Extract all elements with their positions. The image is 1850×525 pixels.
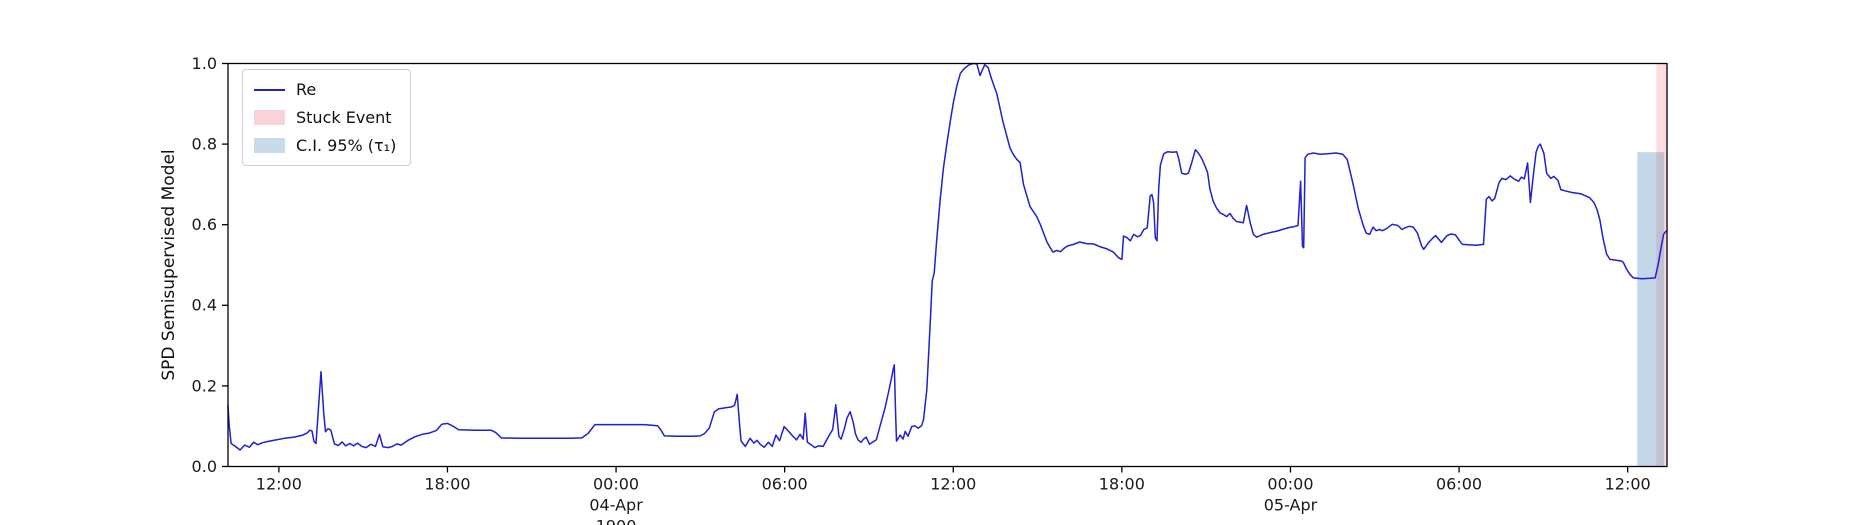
y-tick-label: 0.4 (192, 296, 217, 315)
x-tick-label: 12:00 (256, 475, 302, 494)
legend-box: Re Stuck Event C.I. 95% (τ₁) (242, 69, 412, 166)
x-tick-label: 06:00 (762, 475, 808, 494)
ci-95-band (1637, 152, 1665, 467)
legend-label-re: Re (296, 80, 317, 99)
shaded-bands-group (1637, 63, 1667, 467)
series-line-re (227, 62, 1668, 451)
x-tick-label: 18:00 (424, 475, 470, 494)
stuck-event-band (1656, 63, 1667, 467)
y-tick-label: 0.8 (192, 135, 217, 154)
legend-label-ci: C.I. 95% (τ₁) (296, 136, 397, 155)
x-tick-label: 12:00 (1605, 475, 1651, 494)
y-tick-label: 1.0 (192, 54, 217, 73)
x-tick-label: 12:00 (930, 475, 976, 494)
x-tick-date-label: 05-Apr (1264, 496, 1318, 515)
legend-entry-stuck-event: Stuck Event (254, 107, 396, 128)
axes-spines-group (227, 62, 1668, 468)
y-tick-label: 0.6 (192, 215, 217, 234)
x-tick-label: 06:00 (1436, 475, 1482, 494)
legend-stuck-event-swatch (254, 110, 285, 125)
legend-label-stuck-event: Stuck Event (296, 108, 392, 127)
x-tick-label: 18:00 (1099, 475, 1145, 494)
y-tick-label: 0.2 (192, 376, 217, 395)
legend-line-swatch (254, 88, 285, 91)
x-axis-ticks-group: 12:00 18:00 00:00 04-Apr 1900 06:00 12:00 18:00… (256, 466, 1651, 525)
x-tick-date-label: 04-Apr (589, 496, 643, 515)
legend-ci-swatch (254, 138, 285, 153)
x-tick-label: 00:00 (1267, 475, 1313, 494)
y-tick-label: 0.0 (192, 457, 217, 476)
plot-border (227, 62, 1668, 468)
x-tick-year-label: 1900 (596, 517, 637, 525)
series-line-group (227, 62, 1668, 451)
legend-entry-re: Re (254, 79, 396, 100)
y-axis-label: SPD Semisupervised Model (159, 149, 179, 381)
y-axis-ticks-group: 0.0 0.2 0.4 0.6 0.8 1.0 (192, 54, 228, 476)
legend-entry-ci: C.I. 95% (τ₁) (254, 135, 396, 156)
x-tick-label: 00:00 (593, 475, 639, 494)
